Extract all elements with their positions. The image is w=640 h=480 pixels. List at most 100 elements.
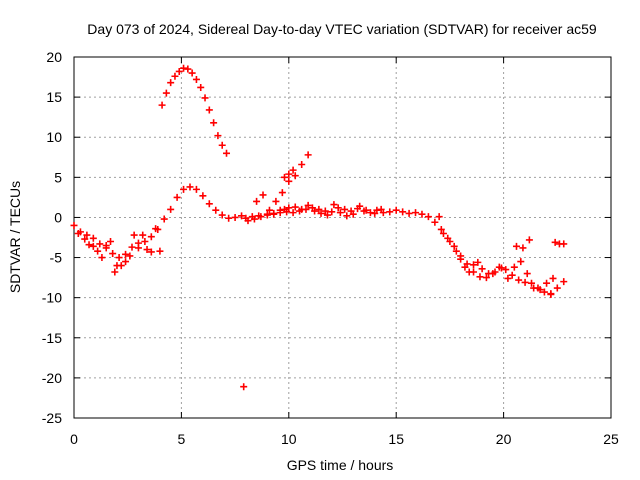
- data-point: [536, 286, 544, 294]
- data-point: [377, 205, 385, 213]
- data-point: [362, 206, 370, 214]
- data-point: [171, 72, 179, 80]
- data-point: [470, 261, 478, 269]
- data-point: [192, 75, 200, 83]
- data-point: [278, 189, 286, 197]
- data-point: [74, 229, 82, 237]
- data-point: [482, 274, 490, 282]
- data-point: [158, 101, 166, 109]
- plot-frame: [73, 56, 612, 419]
- data-point: [122, 250, 130, 258]
- data-point: [289, 209, 297, 217]
- data-point: [212, 206, 220, 214]
- data-point: [317, 209, 325, 217]
- data-point: [160, 215, 168, 223]
- data-point: [184, 65, 192, 73]
- data-point: [321, 207, 329, 215]
- data-point: [553, 284, 561, 292]
- data-point: [238, 212, 246, 220]
- data-point: [173, 193, 181, 201]
- data-point: [255, 212, 263, 220]
- data-point: [435, 213, 443, 221]
- data-point: [126, 252, 134, 260]
- data-point: [180, 64, 188, 72]
- data-point: [147, 233, 155, 241]
- data-point: [525, 236, 533, 244]
- data-point: [285, 204, 293, 212]
- data-point: [386, 208, 394, 216]
- data-point: [139, 231, 147, 239]
- data-point: [452, 247, 460, 255]
- y-tick-label: -15: [42, 330, 62, 346]
- data-point: [399, 208, 407, 216]
- data-point: [405, 209, 413, 217]
- data-point: [330, 201, 338, 209]
- data-point: [96, 240, 104, 248]
- data-point: [152, 225, 160, 233]
- data-point: [281, 173, 289, 181]
- data-point: [439, 229, 447, 237]
- data-point: [156, 247, 164, 255]
- data-point: [162, 89, 170, 97]
- data-point: [231, 213, 239, 221]
- data-point: [437, 225, 445, 233]
- data-point: [528, 279, 536, 287]
- data-point: [349, 210, 357, 218]
- data-point: [270, 209, 278, 217]
- data-point: [218, 211, 226, 219]
- data-point: [549, 274, 557, 282]
- x-axis-label: GPS time / hours: [287, 457, 394, 473]
- data-point: [192, 185, 200, 193]
- data-point: [259, 191, 267, 199]
- data-point: [248, 213, 256, 221]
- data-point: [298, 205, 306, 213]
- data-point: [167, 205, 175, 213]
- y-tick-label: -10: [42, 290, 62, 306]
- data-point: [205, 200, 213, 208]
- data-point: [147, 248, 155, 256]
- data-point: [515, 276, 523, 284]
- series-outliers: [240, 213, 557, 391]
- data-point: [521, 278, 529, 286]
- data-point: [510, 263, 518, 271]
- data-point: [143, 246, 151, 254]
- data-point: [70, 221, 78, 229]
- data-point: [560, 278, 568, 286]
- data-point: [328, 208, 336, 216]
- y-tick-label: -20: [42, 370, 62, 386]
- data-point: [98, 254, 106, 262]
- data-point: [311, 207, 319, 215]
- data-point: [334, 204, 342, 212]
- data-point: [478, 265, 486, 273]
- data-point: [89, 242, 97, 250]
- y-tick-label: 15: [46, 89, 62, 105]
- data-point: [336, 209, 344, 217]
- x-tick-label: 15: [388, 431, 404, 447]
- data-point: [446, 238, 454, 246]
- data-point: [371, 209, 379, 217]
- data-point: [392, 206, 400, 214]
- data-point: [85, 241, 93, 249]
- y-axis-label: SDTVAR / TECUs: [7, 181, 23, 293]
- data-point: [272, 197, 280, 205]
- data-point: [424, 213, 432, 221]
- data-point: [356, 202, 364, 210]
- data-point: [343, 212, 351, 220]
- data-point: [199, 192, 207, 200]
- data-point: [547, 290, 555, 298]
- x-tick-label: 25: [603, 431, 619, 447]
- data-point: [223, 149, 231, 157]
- y-tick-label: 5: [54, 169, 62, 185]
- data-point: [109, 250, 117, 258]
- y-tick-label: 20: [46, 49, 62, 65]
- data-point: [517, 258, 525, 266]
- data-point: [304, 151, 312, 159]
- data-point: [491, 268, 499, 276]
- data-point: [175, 67, 183, 75]
- y-tick-label: -5: [50, 250, 63, 266]
- y-tick-label: -25: [42, 410, 62, 426]
- data-point: [122, 258, 130, 266]
- data-point: [276, 206, 284, 214]
- grid: [74, 57, 611, 418]
